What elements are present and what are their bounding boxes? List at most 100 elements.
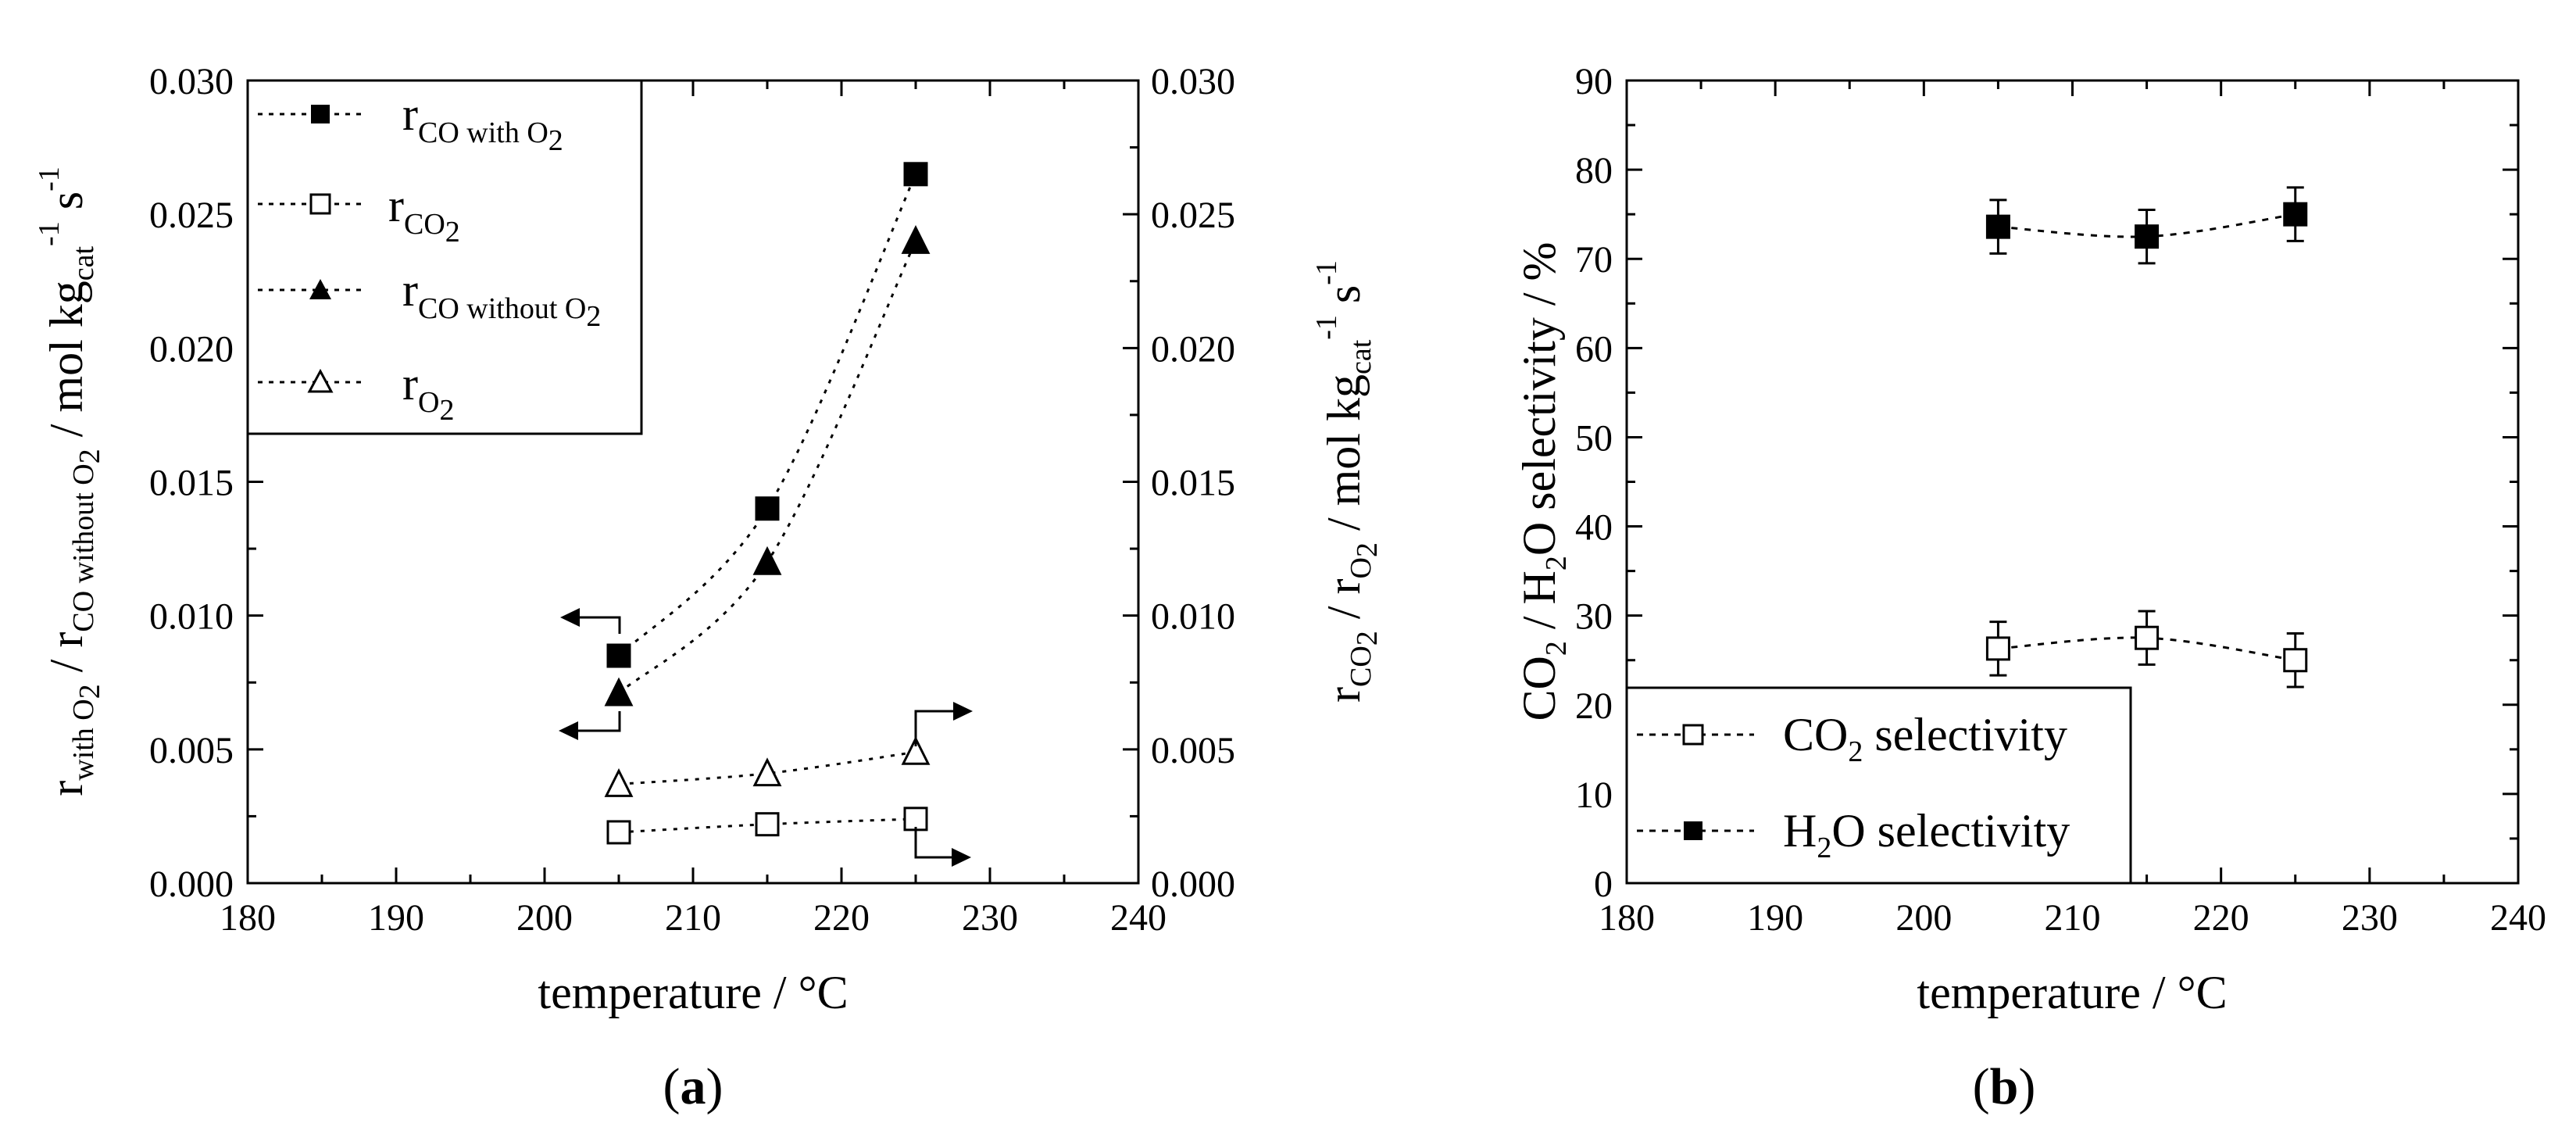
x-tick-label: 210	[2045, 897, 2101, 939]
arrow-right-upper-head	[953, 702, 973, 721]
x-tick-label: 220	[2193, 897, 2249, 939]
y-tick-label: 70	[1575, 239, 1613, 281]
data-point	[903, 162, 928, 187]
y-tick-label-left: 0.030	[149, 61, 234, 102]
data-point	[2283, 648, 2308, 673]
x-tick-labels-b: 180 190 200 210 220 230 240	[1599, 897, 2546, 939]
x-tick-label: 180	[220, 897, 276, 939]
data-point	[901, 225, 931, 254]
legend-item-h2o-selectivity: H2O selectivity	[1637, 805, 2070, 864]
series-line	[618, 240, 917, 695]
legend-label-rco-without-o2: rCO without O2	[402, 264, 601, 333]
x-tick-label: 240	[1110, 897, 1167, 939]
series-line	[617, 173, 917, 657]
x-tick-label: 220	[813, 897, 870, 939]
x-tick-label: 190	[1747, 897, 1803, 939]
y-tick-label: 80	[1575, 150, 1613, 191]
panel-label-b: (b)	[1973, 1058, 2036, 1115]
data-point	[752, 546, 782, 575]
data-point	[755, 812, 780, 837]
series-line	[618, 817, 916, 834]
x-tick-label: 200	[1895, 897, 1952, 939]
legend-label-ro2: rO2	[402, 358, 454, 427]
data-point	[1985, 214, 2010, 239]
legend-item-ro2: rO2	[258, 358, 454, 427]
x-axis-label-a: temperature / °C	[538, 967, 848, 1018]
arrow-left-upper-head	[560, 608, 580, 627]
y-tick-labels-right-a: 0.000 0.005 0.010 0.015 0.020 0.025 0.030	[1151, 61, 1235, 905]
series-line	[618, 750, 916, 785]
panel-label-a: (a)	[663, 1058, 723, 1115]
data-point	[604, 677, 634, 707]
y-tick-label-left: 0.020	[149, 328, 234, 370]
arrow-left-lower-head	[559, 721, 578, 740]
x-tick-label: 230	[962, 897, 1018, 939]
y-tick-label-left: 0.005	[149, 730, 234, 771]
y-tick-label: 60	[1575, 328, 1613, 370]
axis-indicator-arrows	[559, 608, 973, 867]
y-tick-label: 50	[1575, 417, 1613, 459]
y-axis-label-left-a: rwith O2 / rCO without O2 / mol kgcat-1 …	[33, 166, 106, 796]
y-tick-label: 40	[1575, 507, 1613, 549]
legend-item-rco-without-o2: rCO without O2	[258, 264, 601, 333]
y-axis-label-right-a: rCO2 / rO2 / mol kgcat-1 s-1	[1310, 260, 1384, 703]
filled-triangle-marker	[309, 279, 331, 299]
data-point	[606, 643, 631, 668]
data-point	[604, 767, 634, 797]
legend-box-a	[246, 79, 643, 435]
x-tick-label: 210	[665, 897, 721, 939]
data-point	[2283, 202, 2308, 227]
y-tick-label-right: 0.005	[1151, 730, 1235, 771]
y-tick-label-left: 0.015	[149, 463, 234, 504]
y-tick-label-right: 0.010	[1151, 596, 1235, 638]
y-tick-label-left: 0.010	[149, 596, 234, 638]
y-tick-labels-left-a: 0.000 0.005 0.010 0.015 0.020 0.025 0.030	[149, 61, 234, 905]
open-square-marker	[309, 193, 331, 215]
arrow-left-upper	[578, 616, 621, 634]
x-tick-label: 190	[368, 897, 424, 939]
panel-a: 180 190 200 210 220 230 240 0.0000.0050.0100.0…	[33, 61, 1384, 1115]
y-tick-label-left: 0.025	[149, 195, 234, 236]
filled-square-marker	[1684, 821, 1702, 840]
legend-label-h2o-selectivity: H2O selectivity	[1783, 805, 2070, 864]
arrow-left-lower	[577, 711, 621, 732]
y-tick-label: 30	[1575, 596, 1613, 638]
arrow-right-lower	[914, 827, 952, 859]
legend-label-rco-with-o2: rCO with O2	[402, 88, 563, 157]
y-tick-label: 0	[1594, 864, 1613, 905]
legend-item-co2-selectivity: CO2 selectivity	[1637, 709, 2067, 768]
x-tick-label: 200	[516, 897, 573, 939]
y-axis-label-b: CO2 / H2O selectivity / %	[1513, 242, 1573, 721]
y-tick-label-left: 0.000	[149, 864, 234, 905]
legend-box-b	[1625, 686, 2132, 885]
arrow-right-upper	[914, 710, 953, 746]
legend-a: rCO with O2 rCO2 rCO without O2 rO2	[246, 79, 643, 435]
open-triangle-marker	[307, 368, 334, 393]
arrow-right-lower-head	[952, 848, 971, 867]
y-tick-label: 90	[1575, 61, 1613, 102]
x-axis-label-b: temperature / °C	[1917, 967, 2227, 1018]
x-tick-labels-a: 180 190 200 210 220 230 240	[220, 897, 1167, 939]
y-tick-label-right: 0.020	[1151, 328, 1235, 370]
y-tick-labels-b: 0 10 20 30 40 50 60 70 80 90	[1575, 61, 1613, 905]
legend-label-co2-selectivity: CO2 selectivity	[1783, 709, 2067, 768]
error-bars-b	[1989, 186, 2304, 689]
filled-square-marker	[311, 105, 330, 123]
legend-b: CO2 selectivity H2O selectivity	[1625, 686, 2132, 885]
data-point	[755, 496, 780, 521]
y-tick-label-right: 0.015	[1151, 463, 1235, 504]
x-tick-label: 230	[2342, 897, 2398, 939]
data-point	[1985, 636, 2010, 661]
legend-item-rco-with-o2: rCO with O2	[258, 88, 563, 157]
panel-b: 180 190 200 210 220 230 240 0 10 20 30 40 50 60 70 80 9…	[1513, 61, 2546, 1115]
legend-item-rco2: rCO2	[258, 180, 460, 249]
data-point	[2135, 625, 2160, 650]
y-tick-label: 10	[1575, 774, 1613, 816]
data-point	[2135, 224, 2160, 249]
series-markers-a	[604, 162, 931, 845]
y-tick-label: 20	[1575, 685, 1613, 727]
series-lines-a	[617, 173, 917, 834]
series-markers-b	[1985, 202, 2308, 673]
series-lines-b	[1998, 213, 2296, 662]
